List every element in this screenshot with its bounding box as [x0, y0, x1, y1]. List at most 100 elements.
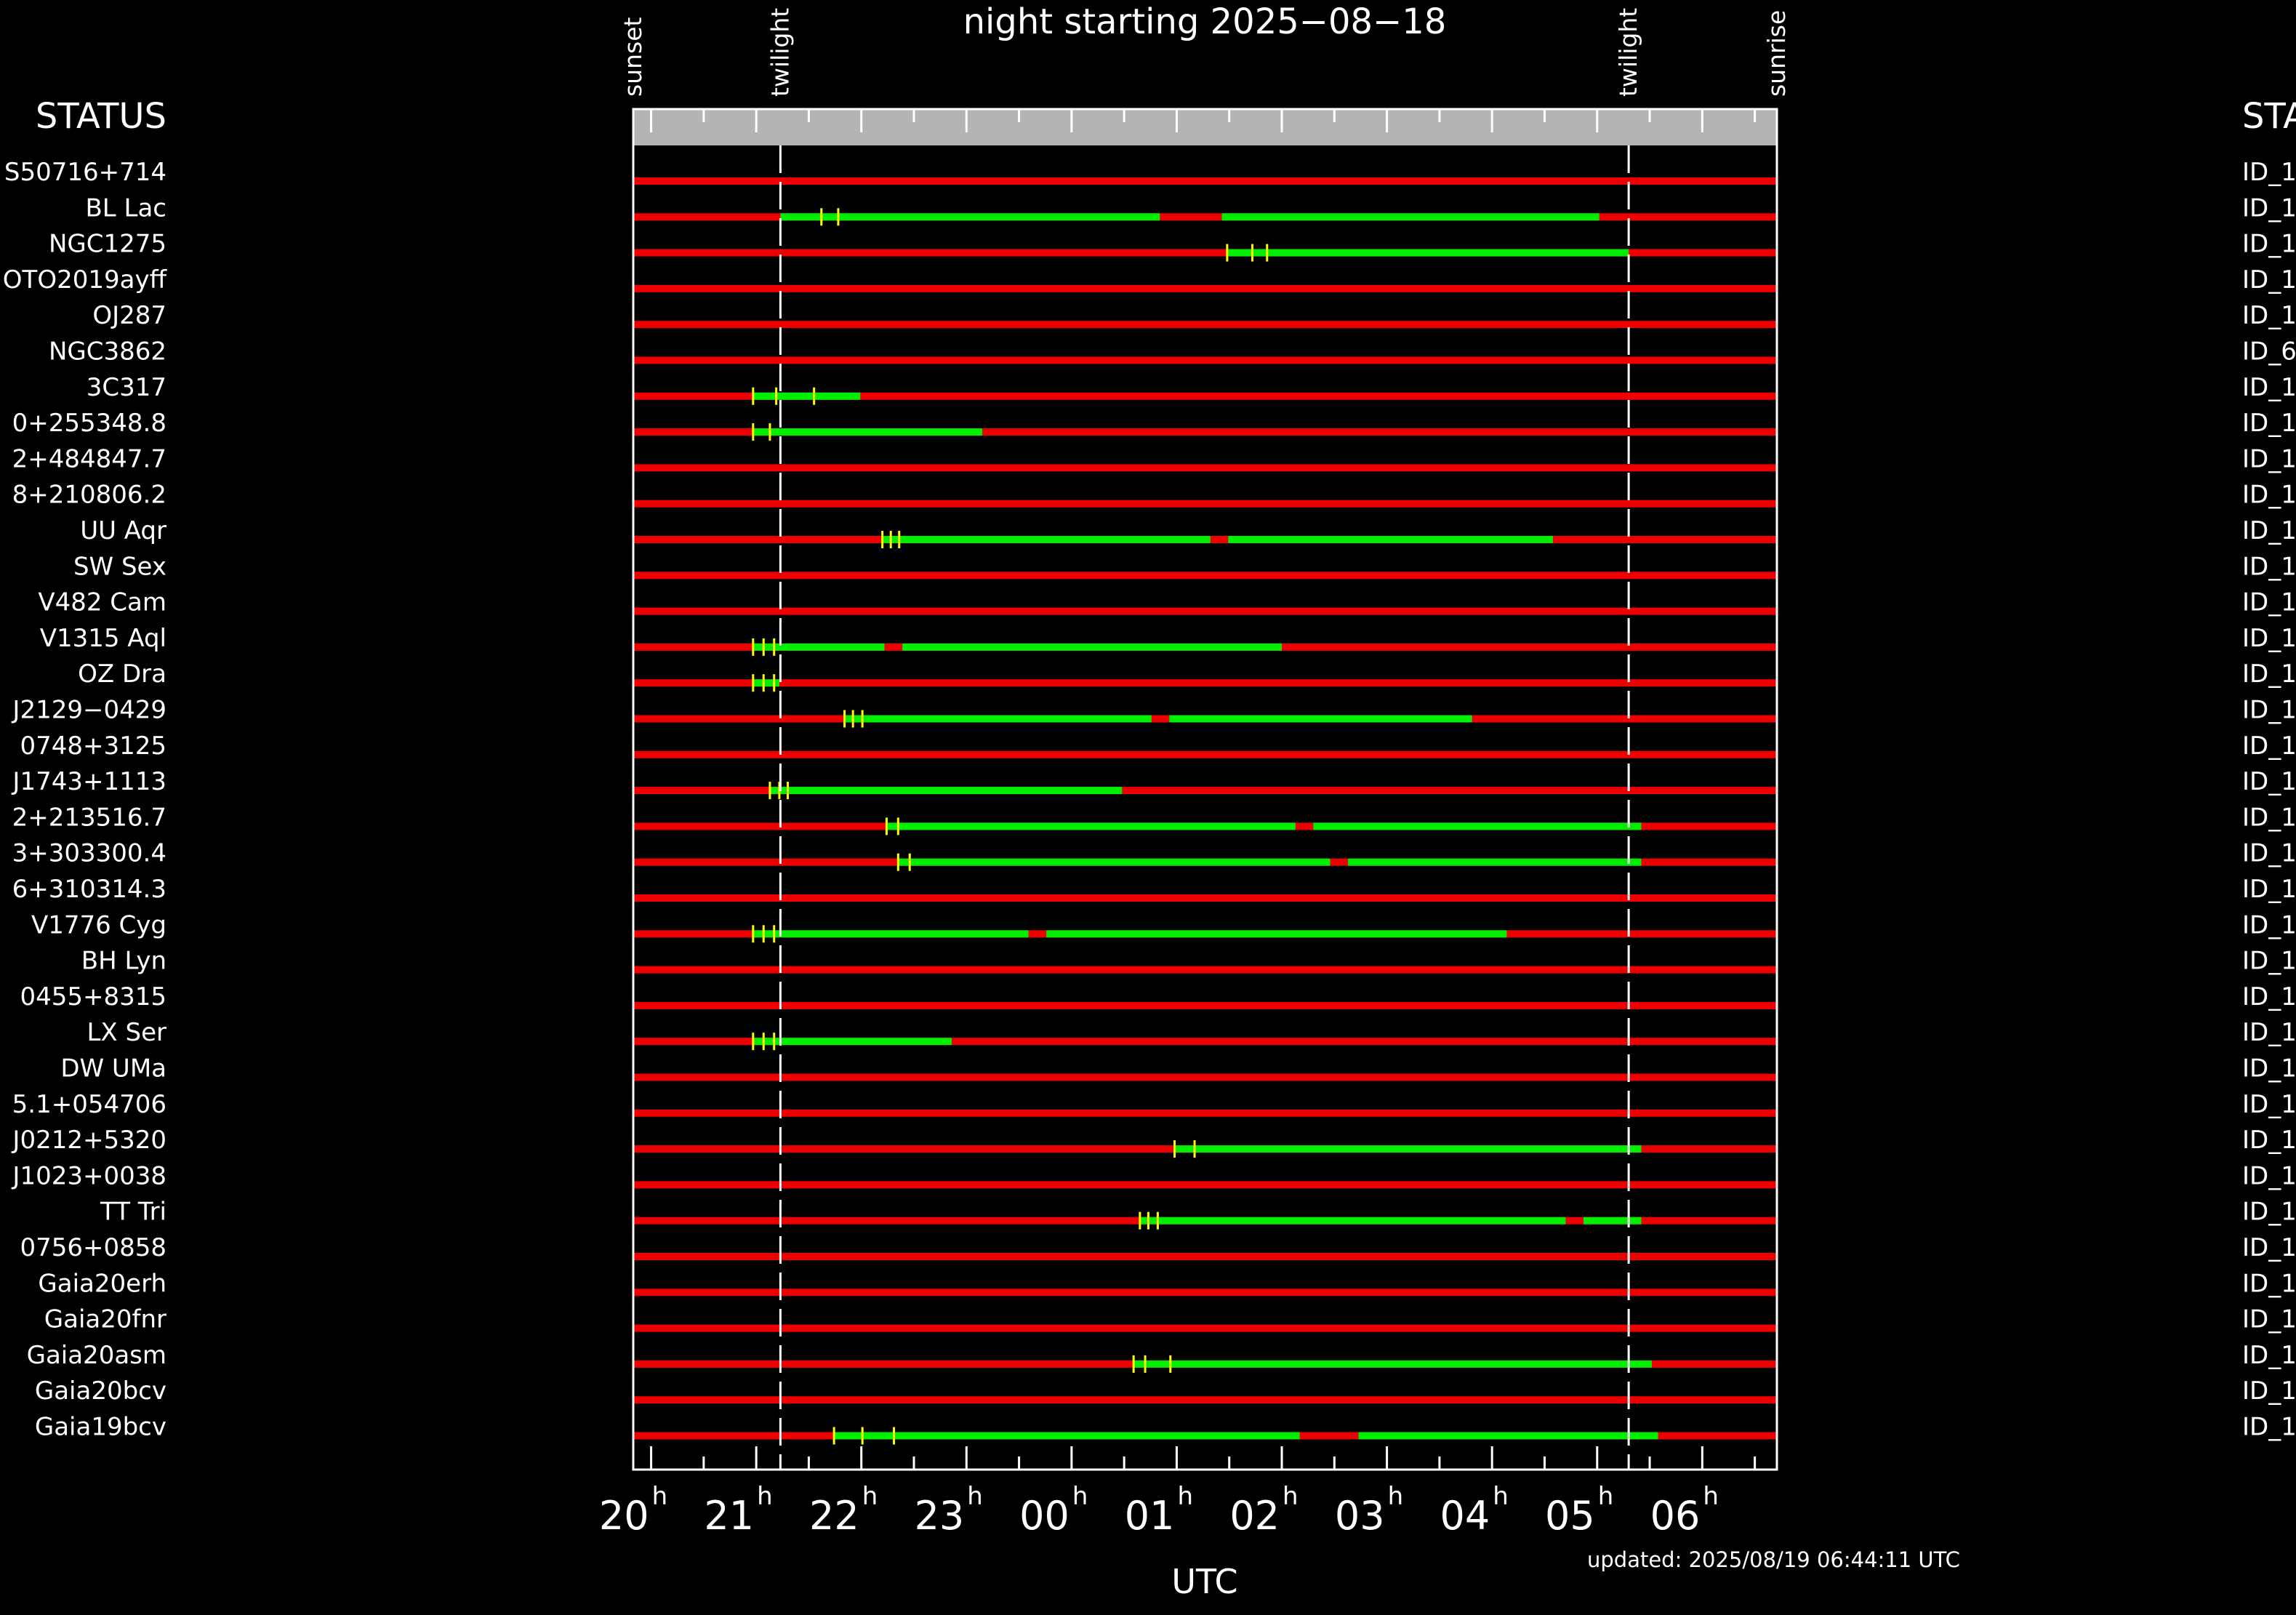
x-tick-label: 03 — [1335, 1493, 1385, 1539]
target-status: ID_1 — [2242, 373, 2296, 402]
unobservable-bar — [633, 464, 1777, 472]
target-row: J1743+1113 ID_1 — [11, 767, 2296, 800]
x-tick-unit: h — [757, 1482, 773, 1511]
unobservable-bar — [633, 787, 1777, 795]
schedule-marker — [851, 710, 854, 728]
target-name: J1743+1113 — [11, 767, 166, 796]
observable-segment — [1348, 858, 1642, 866]
target-status: ID_1 — [2242, 982, 2296, 1011]
observable-segment — [1133, 1360, 1652, 1368]
unobservable-bar — [633, 1181, 1777, 1189]
target-status: ID_1 — [2242, 552, 2296, 581]
schedule-marker — [1193, 1140, 1196, 1158]
target-name: OJ287 — [92, 301, 166, 330]
target-name: DW UMa — [60, 1054, 166, 1083]
target-row: NGC3862 ID_6 — [49, 337, 2296, 366]
target-status: ID_1 — [2242, 158, 2296, 187]
observable-segment — [1358, 1432, 1658, 1440]
schedule-marker — [768, 782, 771, 800]
target-status: ID_1 — [2242, 481, 2296, 510]
sunset-label: sunset — [619, 17, 647, 97]
target-name: 6+310314.3 — [12, 875, 166, 904]
target-name: OTO2019ayff — [3, 265, 168, 294]
target-status: ID_1 — [2242, 1054, 2296, 1083]
schedule-marker — [1144, 1355, 1147, 1373]
schedule-marker — [762, 638, 765, 656]
x-tick-label: 01 — [1125, 1493, 1175, 1539]
observable-segment — [752, 428, 982, 436]
target-status: ID_1 — [2242, 1413, 2296, 1442]
observable-segment — [780, 213, 1160, 221]
twilight-label: twilight — [766, 8, 794, 97]
target-name: 0+255348.8 — [12, 409, 166, 438]
target-name: 0455+8315 — [20, 982, 166, 1011]
unobservable-bar — [633, 284, 1777, 292]
observable-segment — [886, 822, 1296, 830]
unobservable-bar — [633, 750, 1777, 758]
unobservable-bar — [633, 213, 1777, 221]
observable-segment — [752, 679, 779, 687]
unobservable-bar — [633, 894, 1777, 902]
target-row: 3C317 ID_1 — [87, 373, 2296, 405]
target-row: OZ Dra ID_1 — [78, 660, 2296, 692]
observable-segment — [752, 643, 885, 651]
schedule-marker — [898, 531, 901, 548]
observable-segment — [1139, 1217, 1566, 1225]
target-row: DW UMa ID_1 — [60, 1054, 2296, 1083]
target-row: 0455+8315 ID_1 — [20, 982, 2296, 1011]
unobservable-bar — [633, 1038, 1777, 1046]
unobservable-bar — [633, 679, 1777, 687]
unobservable-bar — [633, 1001, 1777, 1009]
target-name: LX Ser — [87, 1018, 166, 1047]
schedule-marker — [889, 531, 892, 548]
x-tick-label: 00 — [1019, 1493, 1069, 1539]
plot-frame — [632, 108, 1778, 1471]
unobservable-bar — [633, 177, 1777, 185]
target-name: V1776 Cyg — [31, 910, 166, 939]
unobservable-bar — [633, 607, 1777, 615]
x-tick-unit: h — [1703, 1482, 1719, 1511]
target-row: BL Lac ID_1 — [85, 193, 2296, 226]
sunrise-label: sunrise — [1762, 10, 1791, 97]
target-name: 8+210806.2 — [12, 481, 166, 510]
x-tick-unit: h — [1493, 1482, 1509, 1511]
target-status: ID_1 — [2242, 839, 2296, 868]
schedule-marker — [861, 710, 864, 728]
x-tick-unit: h — [967, 1482, 983, 1511]
target-status: ID_1 — [2242, 1269, 2296, 1298]
unobservable-bar — [633, 249, 1777, 257]
target-name: BH Lyn — [81, 947, 166, 976]
unobservable-bar — [633, 428, 1777, 436]
target-row: Gaia20fnr ID_1 — [44, 1305, 2296, 1334]
target-row: 0756+0858 ID_1 — [20, 1233, 2296, 1262]
target-status: ID_1 — [2242, 193, 2296, 223]
schedule-marker — [752, 387, 755, 405]
target-row: J1023+0038 ID_1 — [11, 1161, 2296, 1190]
target-status: ID_1 — [2242, 1376, 2296, 1406]
target-status: ID_1 — [2242, 301, 2296, 330]
observable-segment — [834, 1432, 1300, 1440]
schedule-marker — [885, 817, 888, 835]
target-name: TT Tri — [100, 1198, 166, 1227]
schedule-marker — [893, 1427, 896, 1445]
unobservable-bar — [633, 966, 1777, 974]
schedule-marker — [768, 423, 771, 441]
target-row: Gaia20asm ID_1 — [27, 1341, 2296, 1373]
observable-segment — [752, 392, 861, 400]
schedule-marker — [762, 674, 765, 692]
target-row: OJ287 ID_1 — [92, 301, 2296, 330]
observable-segment — [752, 930, 1029, 938]
target-name: Gaia20fnr — [44, 1305, 166, 1334]
target-name: 5.1+054706 — [12, 1090, 166, 1119]
target-status: ID_6 — [2242, 337, 2296, 366]
target-row: 8+210806.2 ID_1 — [12, 481, 2296, 510]
schedule-marker — [820, 208, 823, 226]
x-tick-unit: h — [1177, 1482, 1193, 1511]
target-row: 3+303300.4 ID_1 — [12, 839, 2296, 871]
schedule-marker — [1156, 1211, 1159, 1230]
x-tick-unit: h — [652, 1482, 668, 1511]
schedule-marker — [1147, 1211, 1149, 1230]
x-tick-label: 02 — [1229, 1493, 1280, 1539]
